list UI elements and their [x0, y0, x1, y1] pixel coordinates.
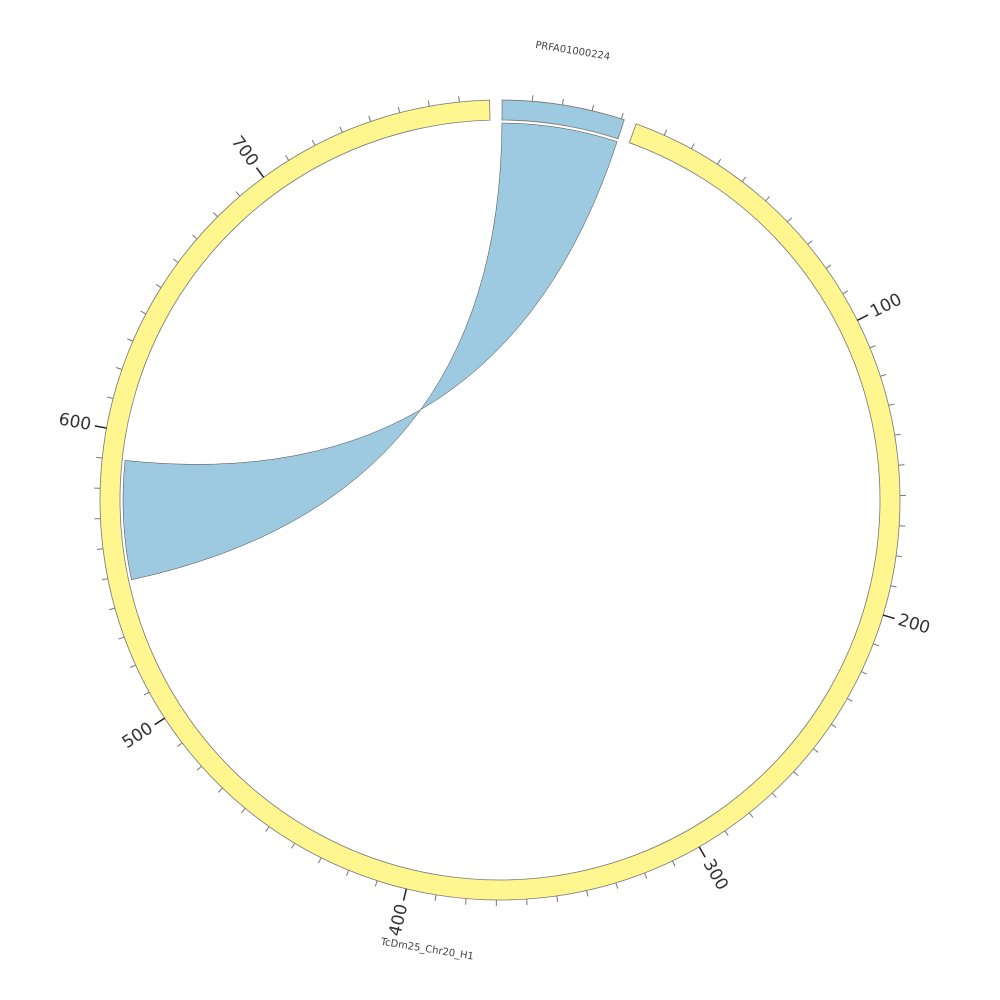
minor-tick: [896, 555, 903, 558]
minor-tick: [771, 792, 777, 798]
minor-tick: [842, 290, 849, 295]
tick-label: 200: [896, 610, 933, 638]
minor-tick: [291, 842, 295, 849]
minor-tick: [793, 771, 799, 777]
minor-tick: [807, 240, 813, 245]
segment: [501, 99, 625, 140]
minor-tick: [155, 284, 162, 289]
minor-tick: [690, 143, 695, 149]
minor-tick: [101, 578, 108, 581]
major-tick: [255, 167, 265, 178]
minor-tick: [724, 830, 729, 837]
major-tick: [698, 846, 706, 858]
minor-tick: [143, 691, 150, 696]
minor-tick: [765, 196, 770, 202]
major-tick: [857, 314, 869, 321]
minor-tick: [368, 115, 372, 122]
minor-tick: [615, 882, 619, 889]
segment-label: TcDm25_Chr20_H1: [379, 937, 475, 963]
tick-label: 400: [385, 902, 412, 938]
minor-tick: [317, 857, 322, 864]
minor-tick: [285, 155, 290, 161]
minor-tick: [235, 191, 241, 197]
minor-tick: [339, 126, 343, 133]
link: [122, 122, 618, 581]
minor-tick: [591, 104, 595, 111]
minor-tick: [716, 158, 722, 165]
minor-tick: [118, 636, 125, 640]
segment: [99, 99, 901, 901]
minor-tick: [586, 890, 589, 897]
minor-tick: [96, 548, 104, 550]
minor-tick: [787, 217, 793, 223]
minor-tick: [888, 403, 895, 406]
minor-tick: [741, 176, 747, 182]
minor-tick: [671, 860, 676, 867]
minor-tick: [831, 723, 837, 728]
minor-tick: [644, 872, 648, 879]
major-tick: [882, 614, 895, 620]
minor-tick: [869, 345, 876, 349]
minor-tick: [140, 310, 147, 315]
tick-label: 100: [867, 290, 905, 322]
minor-tick: [127, 338, 134, 342]
tick-label: 700: [227, 132, 262, 170]
minor-tick: [217, 787, 223, 793]
minor-tick: [108, 607, 116, 611]
tick-label: 300: [699, 856, 733, 894]
minor-tick: [861, 671, 867, 675]
minor-tick: [890, 585, 897, 588]
minor-tick: [397, 106, 401, 113]
minor-tick: [813, 748, 819, 753]
minor-tick: [311, 139, 316, 146]
minor-tick: [192, 234, 198, 240]
minor-tick: [374, 880, 378, 887]
major-tick: [154, 717, 166, 726]
minor-tick: [458, 96, 460, 103]
minor-tick: [177, 742, 183, 747]
major-tick: [94, 425, 107, 429]
minor-tick: [427, 100, 430, 107]
major-tick: [402, 888, 408, 901]
minor-tick: [663, 129, 668, 136]
minor-tick: [556, 895, 559, 902]
minor-tick: [880, 374, 887, 377]
minor-tick: [620, 112, 624, 120]
minor-tick: [561, 98, 564, 105]
segment-label: PRFA01000224: [534, 40, 610, 63]
minor-tick: [107, 396, 114, 399]
minor-tick: [825, 264, 832, 269]
minor-tick: [96, 456, 103, 459]
minor-tick: [116, 367, 123, 370]
tick-label: 500: [119, 718, 157, 752]
minor-tick: [213, 212, 218, 218]
tick-label: 600: [57, 410, 93, 436]
minor-tick: [196, 765, 202, 771]
minor-tick: [898, 464, 905, 466]
minor-tick: [847, 698, 853, 702]
minor-tick: [434, 894, 437, 901]
minor-tick: [172, 258, 179, 263]
minor-tick: [240, 807, 246, 814]
minor-tick: [465, 898, 467, 905]
minor-tick: [748, 812, 754, 818]
minor-tick: [265, 826, 270, 832]
minor-tick: [345, 870, 350, 877]
minor-tick: [873, 643, 880, 647]
minor-tick: [894, 433, 901, 436]
minor-tick: [129, 664, 136, 668]
